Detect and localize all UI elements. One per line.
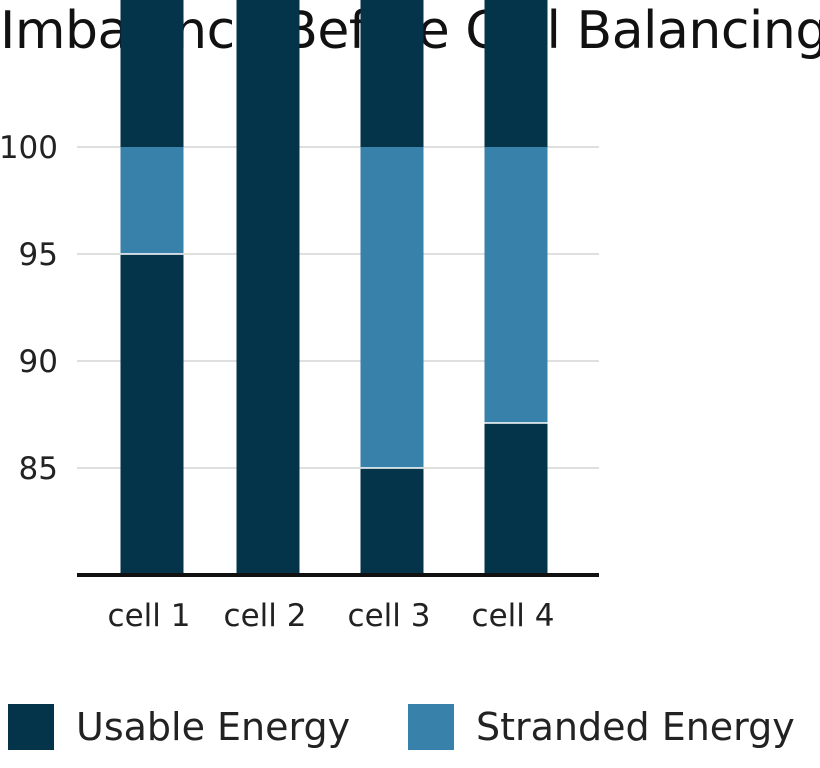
legend: Usable Energy Stranded Energy — [0, 696, 820, 766]
legend-swatch-usable-energy — [8, 704, 54, 750]
bar-cell-2-usable-energy — [236, 0, 300, 575]
bars — [120, 0, 548, 575]
x-tick-label-cell-1: cell 1 — [108, 598, 191, 634]
y-tick-label-90: 90 — [19, 344, 58, 380]
legend-label-stranded-energy: Stranded Energy — [476, 705, 795, 749]
legend-swatch-stranded-energy — [408, 704, 454, 750]
x-tick-label-cell-4: cell 4 — [472, 598, 555, 634]
y-axis-ticks: 85 90 95 100 — [0, 130, 58, 487]
bar-cell-1-usable-energy — [120, 0, 184, 575]
chart-plot: 85 90 95 100 cell 1 cell 2 cell 3 cell 4 — [0, 0, 599, 634]
legend-item-usable-energy: Usable Energy — [8, 704, 350, 750]
legend-label-usable-energy: Usable Energy — [76, 705, 351, 749]
x-tick-label-cell-2: cell 2 — [224, 598, 307, 634]
bar-cell-4-stranded-energy — [484, 147, 548, 424]
x-tick-label-cell-3: cell 3 — [348, 598, 431, 634]
bar-cell-3-stranded-energy — [360, 147, 424, 468]
y-tick-label-85: 85 — [19, 451, 58, 487]
y-tick-label-95: 95 — [19, 237, 58, 273]
legend-item-stranded-energy: Stranded Energy — [408, 704, 795, 750]
y-tick-label-100: 100 — [0, 130, 58, 166]
x-axis-ticks: cell 1 cell 2 cell 3 cell 4 — [108, 598, 555, 634]
bar-cell-1-stranded-energy — [120, 147, 184, 254]
